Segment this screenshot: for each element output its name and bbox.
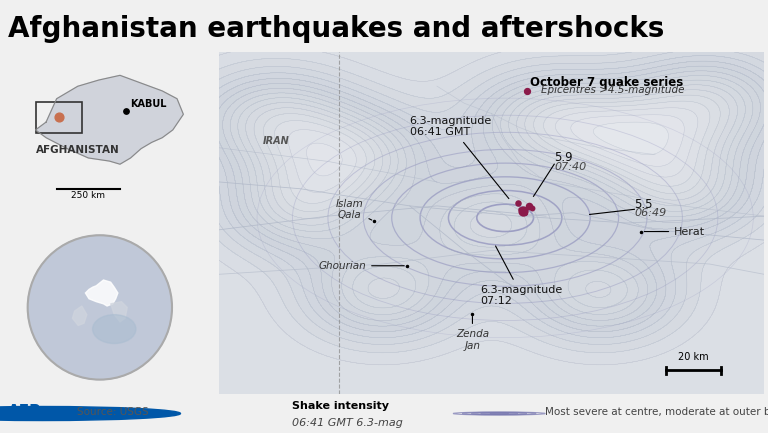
Point [519,210,531,217]
Text: 06:49: 06:49 [634,208,667,218]
Point [521,88,533,95]
Text: Islam
Qala: Islam Qala [336,198,372,220]
Text: Source: USGS: Source: USGS [77,407,148,417]
Text: 5.5: 5.5 [634,197,653,210]
Text: Epicentres >4.5-magnitude: Epicentres >4.5-magnitude [541,85,684,95]
Text: 5.9: 5.9 [554,152,573,165]
Point [522,202,535,209]
Text: Shake intensity: Shake intensity [292,401,389,411]
Polygon shape [35,75,184,164]
Text: 6.3-magnitude
07:12: 6.3-magnitude 07:12 [481,246,563,306]
Bar [35,102,82,133]
Text: 20 km: 20 km [678,352,709,362]
Text: Zenda
Jan: Zenda Jan [456,317,489,351]
Text: 06:41 GMT 6.3-mag: 06:41 GMT 6.3-mag [292,418,402,428]
Text: 6.3-magnitude
06:41 GMT: 6.3-magnitude 06:41 GMT [409,116,509,199]
Circle shape [28,235,172,380]
Text: AFP: AFP [8,404,41,419]
Circle shape [0,407,180,420]
Text: Afghanistan earthquakes and aftershocks: Afghanistan earthquakes and aftershocks [8,15,664,42]
Point [514,205,526,212]
Point [517,207,529,214]
Point [511,200,524,207]
Text: IRAN: IRAN [263,136,290,146]
Polygon shape [111,302,127,322]
Text: Herat: Herat [644,226,705,236]
Point [120,108,132,115]
Text: AFGHANISTAN: AFGHANISTAN [36,145,120,155]
Text: 07:40: 07:40 [554,162,587,172]
Ellipse shape [93,315,136,343]
Polygon shape [85,280,118,306]
Text: Most severe at centre, moderate at outer bands: Most severe at centre, moderate at outer… [545,407,768,417]
Point [526,204,538,211]
Polygon shape [72,306,87,326]
Text: October 7 quake series: October 7 quake series [530,76,683,89]
Text: KABUL: KABUL [131,99,167,109]
Text: 250 km: 250 km [71,191,105,200]
Text: Ghourian: Ghourian [319,261,404,271]
Point [52,114,65,121]
